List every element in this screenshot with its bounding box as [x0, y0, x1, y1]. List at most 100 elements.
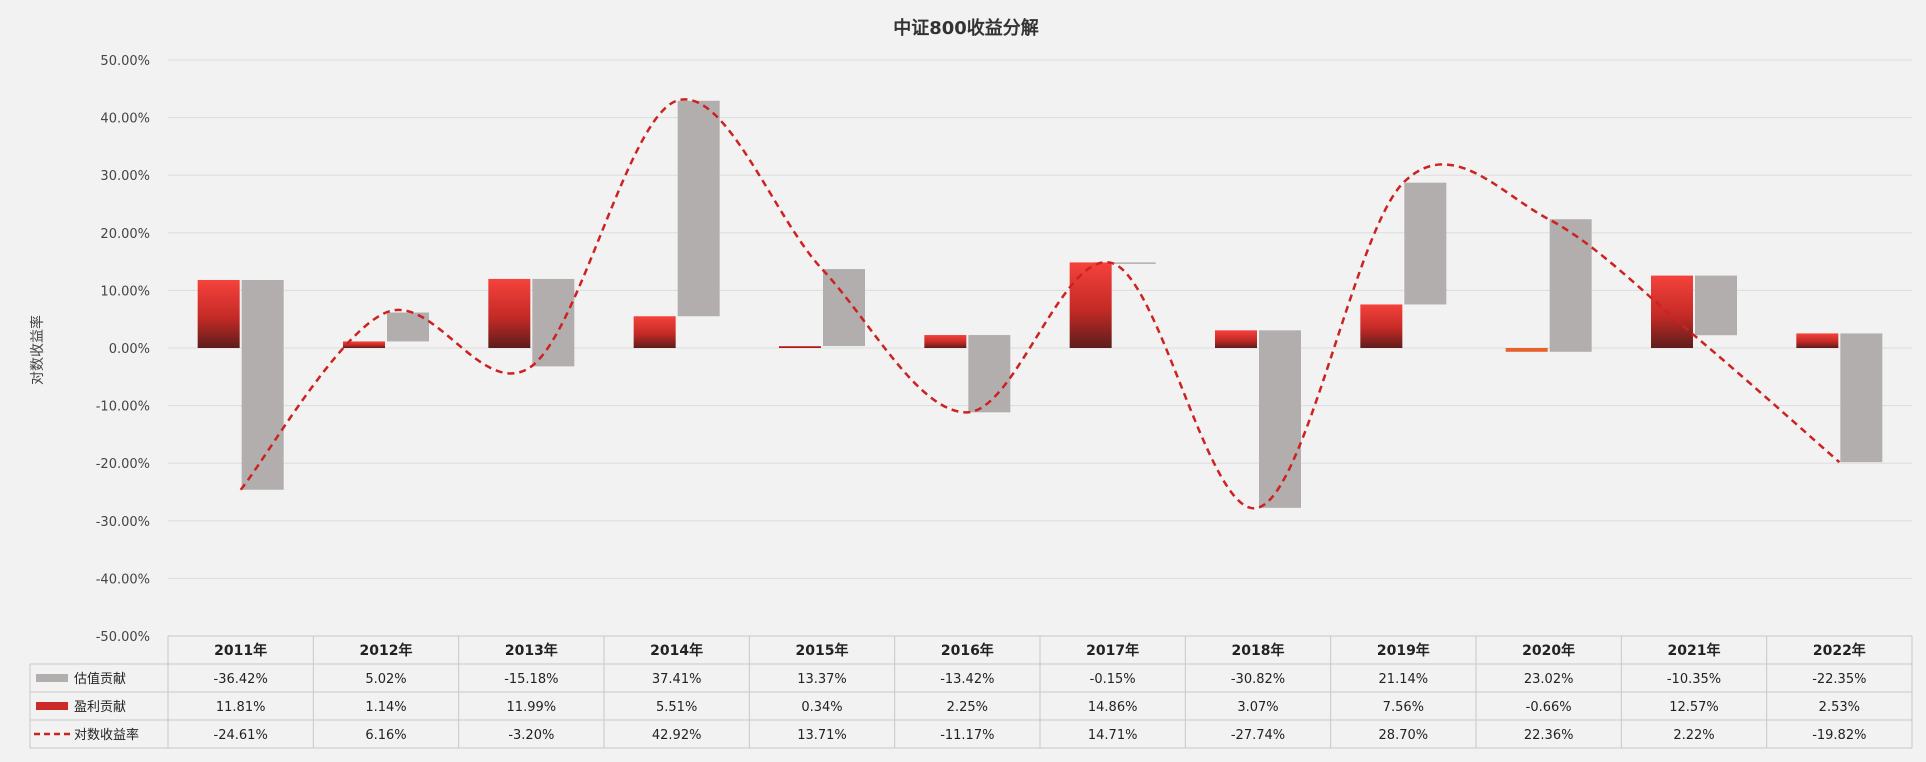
data-label: -30.82%	[1231, 672, 1285, 687]
data-label: 37.41%	[652, 672, 702, 687]
data-label: 13.37%	[797, 672, 847, 687]
data-label: 6.16%	[365, 728, 406, 743]
data-label: 11.81%	[216, 700, 266, 715]
data-label: -15.18%	[504, 672, 558, 687]
data-label: -0.15%	[1090, 672, 1136, 687]
data-label: -0.66%	[1526, 700, 1572, 715]
data-label: 23.02%	[1524, 672, 1574, 687]
valuation-bar	[532, 278, 575, 367]
y-tick-label: 30.00%	[100, 169, 150, 184]
data-label: -13.42%	[940, 672, 994, 687]
data-label: -27.74%	[1231, 728, 1285, 743]
data-label: 5.02%	[365, 672, 406, 687]
valuation-bar	[677, 100, 720, 317]
log-return-line	[239, 98, 1841, 510]
data-label: -36.42%	[214, 672, 268, 687]
data-label: 14.86%	[1088, 700, 1138, 715]
earnings-bar	[633, 316, 676, 348]
chart-title: 中证800收益分解	[893, 17, 1039, 39]
valuation-bar	[968, 335, 1011, 413]
x-tick-label: 2022年	[1813, 642, 1866, 659]
data-label: 11.99%	[507, 700, 557, 715]
data-label: -3.20%	[508, 728, 554, 743]
x-tick-label: 2013年	[505, 642, 558, 659]
data-label: 3.07%	[1237, 700, 1278, 715]
legend-swatch-valuation	[36, 674, 68, 682]
earnings-bar	[1360, 304, 1403, 348]
valuation-bar	[241, 279, 284, 490]
legend-entry: 对数收益率	[34, 727, 139, 743]
data-label: 12.57%	[1669, 700, 1719, 715]
y-axis-label: 对数收益率	[29, 315, 46, 385]
y-tick-label: -20.00%	[96, 457, 150, 472]
y-tick-label: -40.00%	[96, 572, 150, 587]
data-label: 1.14%	[365, 700, 406, 715]
data-label: 14.71%	[1088, 728, 1138, 743]
legend-swatch-earnings	[36, 702, 68, 710]
data-label: 21.14%	[1379, 672, 1429, 687]
x-tick-label: 2017年	[1086, 642, 1139, 659]
earnings-bar	[1505, 348, 1548, 352]
x-tick-label: 2020年	[1522, 642, 1575, 659]
valuation-bar	[1259, 330, 1301, 508]
grid-lines	[168, 59, 1912, 579]
valuation-bar	[1404, 182, 1447, 305]
earnings-bar	[924, 335, 967, 348]
data-label: 5.51%	[656, 700, 697, 715]
data-label: -22.35%	[1812, 672, 1866, 687]
x-tick-label: 2012年	[360, 642, 413, 659]
legend-label: 盈利贡献	[74, 700, 126, 715]
y-tick-label: -50.00%	[96, 630, 150, 645]
return-line	[239, 98, 1841, 510]
earnings-bar	[779, 346, 821, 348]
earnings-bar	[197, 279, 240, 348]
x-tick-label: 2021年	[1668, 642, 1721, 659]
earnings-bar	[1215, 330, 1257, 348]
data-label: 2.22%	[1673, 728, 1714, 743]
earnings-bar	[343, 341, 385, 348]
data-label: 7.56%	[1383, 700, 1424, 715]
x-tick-label: 2016年	[941, 642, 994, 659]
valuation-bar	[1113, 262, 1156, 264]
data-label: 2.53%	[1819, 700, 1860, 715]
legend-entry: 盈利贡献	[36, 700, 126, 715]
legend-label: 估值贡献	[74, 671, 126, 687]
data-label: -11.17%	[940, 728, 994, 743]
valuation-bar	[1840, 333, 1883, 463]
data-table: 2011年 2012年 2013年 2014年 2015年 2016年 2017年 2018年…	[29, 635, 1913, 749]
y-tick-label: 10.00%	[100, 284, 150, 299]
data-label: 22.36%	[1524, 728, 1574, 743]
legend-label: 对数收益率	[74, 727, 139, 743]
y-tick-label: 0.00%	[109, 342, 150, 357]
legend-entry: 估值贡献	[36, 671, 126, 687]
earnings-bar	[488, 278, 531, 348]
earnings-bar	[1069, 262, 1112, 348]
valuation-bar	[1695, 275, 1737, 336]
earnings-bar	[1796, 333, 1839, 348]
y-axis-ticks: 50.00% 40.00% 30.00% 20.00% 10.00% 0.00% -10.0…	[96, 54, 150, 645]
y-tick-label: 20.00%	[100, 227, 150, 242]
data-label: 28.70%	[1379, 728, 1429, 743]
data-label: 13.71%	[797, 728, 847, 743]
data-label: 42.92%	[652, 728, 702, 743]
data-label: -10.35%	[1667, 672, 1721, 687]
y-tick-label: -10.00%	[96, 400, 150, 415]
data-label: -19.82%	[1812, 728, 1866, 743]
x-tick-label: 2019年	[1377, 642, 1430, 659]
data-label: 0.34%	[801, 700, 842, 715]
data-label: -24.61%	[214, 728, 268, 743]
valuation-bar	[823, 269, 865, 347]
y-tick-label: 40.00%	[100, 112, 150, 127]
x-tick-label: 2018年	[1232, 642, 1285, 659]
x-tick-label: 2011年	[214, 642, 267, 659]
data-label: 2.25%	[947, 700, 988, 715]
bars	[197, 100, 1883, 508]
earnings-bar	[1651, 275, 1693, 348]
y-tick-label: -30.00%	[96, 515, 150, 530]
x-tick-label: 2014年	[650, 642, 703, 659]
y-tick-label: 50.00%	[100, 54, 150, 69]
valuation-bar	[1549, 219, 1592, 352]
x-tick-label: 2015年	[796, 642, 849, 659]
